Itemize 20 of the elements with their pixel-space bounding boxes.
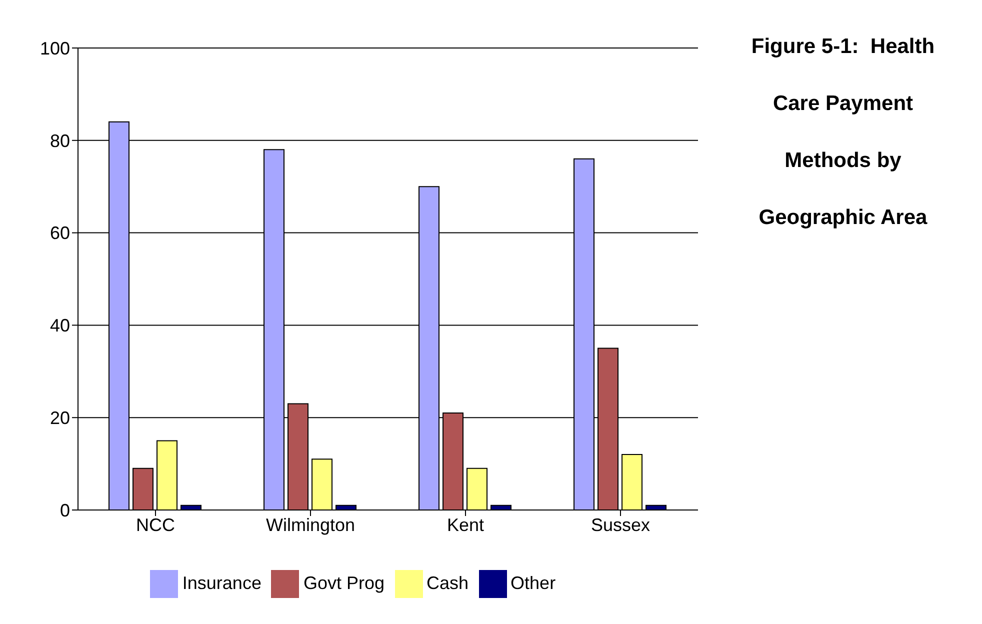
y-tick-label: 100	[40, 38, 70, 58]
legend-label: Cash	[426, 572, 469, 593]
y-tick-label: 40	[50, 316, 70, 336]
bar	[312, 458, 332, 510]
legend-label: Govt Prog	[303, 572, 385, 593]
x-tick-label: NCC	[136, 514, 175, 535]
legend-label: Insurance	[182, 572, 262, 593]
x-tick-label: Wilmington	[266, 514, 356, 535]
y-tick-label: 0	[60, 500, 70, 520]
bar	[156, 440, 178, 510]
bar	[622, 454, 642, 510]
y-tick-label: 80	[50, 130, 70, 151]
bar	[466, 468, 488, 510]
legend-label: Other	[510, 572, 556, 593]
chart-title: Figure 5-1: Health Care Payment Methods by Geographic Area	[751, 35, 935, 229]
bar	[132, 468, 154, 510]
x-tick-label: Sussex	[590, 514, 650, 535]
x-tick-label: Kent	[446, 514, 484, 535]
y-tick-label: 60	[50, 223, 70, 244]
y-tick-label: 20	[50, 408, 70, 428]
